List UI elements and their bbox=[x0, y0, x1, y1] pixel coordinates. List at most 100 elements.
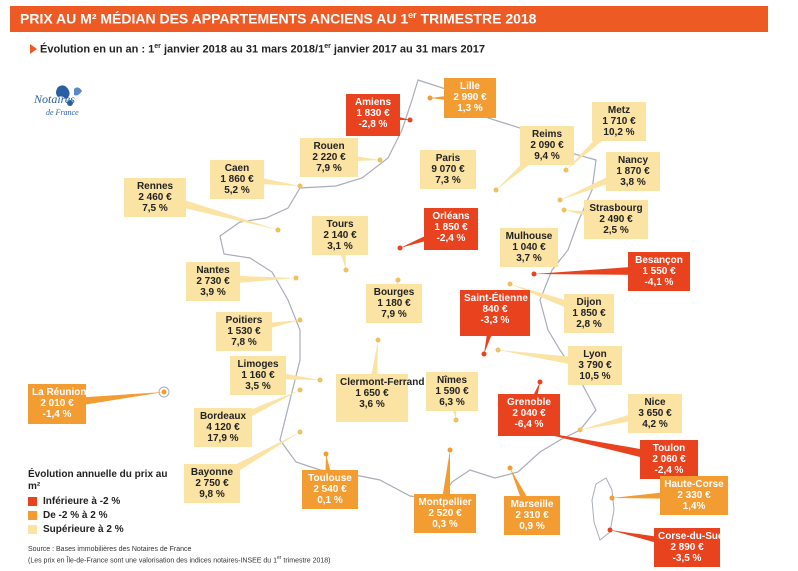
city-dot bbox=[397, 245, 403, 251]
city-price: 1 710 € bbox=[602, 116, 636, 127]
city-label: Mulhouse 1 040 €3,7 % bbox=[500, 228, 558, 267]
city-price: 1 650 € bbox=[355, 388, 389, 399]
legend-item-mid: De -2 % à 2 % bbox=[28, 510, 228, 521]
city-dot bbox=[607, 527, 613, 533]
city-dot bbox=[531, 271, 537, 277]
city-change: 7,9 % bbox=[381, 309, 407, 320]
city-price: 1 180 € bbox=[377, 298, 411, 309]
legend-label: De -2 % à 2 % bbox=[43, 510, 108, 521]
city-change: 10,2 % bbox=[603, 127, 635, 138]
city-price: 3 790 € bbox=[578, 360, 612, 371]
city-label: Dijon 1 850 €2,8 % bbox=[564, 294, 614, 333]
title-bar bbox=[10, 6, 768, 32]
city-label: Rouen 2 220 €7,9 % bbox=[300, 138, 358, 177]
legend-label: Inférieure à -2 % bbox=[43, 496, 121, 507]
city-city: Orléans bbox=[432, 211, 470, 222]
city-city: Bayonne bbox=[190, 467, 234, 478]
city-price: 1 040 € bbox=[512, 242, 546, 253]
city-city: Haute-Corse bbox=[664, 479, 724, 490]
city-label: Reims 2 090 €9,4 % bbox=[520, 126, 574, 165]
city-label: Bordeaux 4 120 €17,9 % bbox=[194, 408, 252, 447]
city-dot bbox=[507, 281, 513, 287]
city-change: 3,1 % bbox=[327, 241, 353, 252]
city-dot bbox=[395, 277, 401, 283]
city-dot bbox=[427, 95, 433, 101]
city-price: 2 460 € bbox=[138, 192, 172, 203]
city-dot bbox=[377, 157, 383, 163]
city-label: Limoges 1 160 €3,5 % bbox=[230, 356, 286, 395]
city-dot bbox=[609, 495, 615, 501]
city-city: Nantes bbox=[196, 265, 230, 276]
leader-besan-on bbox=[534, 265, 660, 275]
city-dot bbox=[297, 429, 303, 435]
city-label: Lille 2 990 €1,3 % bbox=[444, 78, 496, 118]
city-change: 3,6 % bbox=[359, 399, 385, 410]
city-dot bbox=[297, 183, 303, 189]
city-city: Toulouse bbox=[308, 473, 352, 484]
city-change: 7,9 % bbox=[316, 163, 342, 174]
city-change: 7,5 % bbox=[142, 203, 168, 214]
city-city: Dijon bbox=[576, 297, 602, 308]
city-dot bbox=[453, 417, 459, 423]
city-change: -3,3 % bbox=[480, 315, 510, 326]
city-label: Nantes 2 730 €3,9 % bbox=[186, 262, 240, 301]
city-change: 3,5 % bbox=[245, 381, 271, 392]
city-change: 5,2 % bbox=[224, 185, 250, 196]
city-price: 2 060 € bbox=[652, 454, 686, 465]
city-price: 1 870 € bbox=[616, 166, 650, 177]
city-price: 1 590 € bbox=[435, 386, 469, 397]
city-label: Saint-Étienne 840 € -3,3 % bbox=[460, 290, 530, 336]
city-label: Toulouse 2 540 €0,1 % bbox=[302, 470, 358, 509]
city-dot bbox=[557, 197, 563, 203]
city-change: 3,7 % bbox=[516, 253, 542, 264]
city-dot bbox=[275, 227, 281, 233]
city-label: Toulon 2 060 € -2,4 % bbox=[640, 440, 698, 479]
city-dot bbox=[563, 167, 569, 173]
city-change: 4,2 % bbox=[642, 419, 668, 430]
city-city: Toulon bbox=[652, 443, 686, 454]
city-dot bbox=[493, 187, 499, 193]
city-price: 2 040 € bbox=[512, 408, 546, 419]
city-city: Reims bbox=[531, 129, 562, 140]
city-change: 3,8 % bbox=[620, 177, 646, 188]
city-price: 2 310 € bbox=[515, 510, 549, 521]
city-label: Paris 9 070 €7,3 % bbox=[420, 150, 476, 189]
city-price: 2 090 € bbox=[530, 140, 564, 151]
city-city: Rennes bbox=[136, 181, 174, 192]
city-dot bbox=[561, 207, 567, 213]
city-city: Bordeaux bbox=[199, 411, 247, 422]
city-dot bbox=[495, 347, 501, 353]
city-dot bbox=[297, 317, 303, 323]
city-price: 1 850 € bbox=[572, 308, 606, 319]
city-label: Orléans 1 850 € -2,4 % bbox=[424, 208, 478, 250]
city-change: 17,9 % bbox=[207, 433, 239, 444]
city-label: Corse-du-Sud 2 890 € -3,5 % bbox=[654, 528, 724, 567]
city-change: 6,3 % bbox=[439, 397, 465, 408]
city-price: 1 860 € bbox=[220, 174, 254, 185]
city-label: Nancy 1 870 €3,8 % bbox=[606, 152, 660, 191]
city-price: 2 540 € bbox=[313, 484, 347, 495]
city-city: Nîmes bbox=[436, 375, 467, 386]
city-price: 9 070 € bbox=[431, 164, 465, 175]
city-label: Haute-Corse 2 330 €1,4% bbox=[660, 476, 728, 515]
city-price: 3 650 € bbox=[638, 408, 672, 419]
city-city: Paris bbox=[435, 153, 461, 164]
city-dot bbox=[537, 379, 543, 385]
legend-label: Supérieure à 2 % bbox=[43, 524, 124, 535]
city-city: Bourges bbox=[373, 287, 415, 298]
city-city: Metz bbox=[607, 105, 631, 116]
city-label: Metz 1 710 €10,2 % bbox=[592, 102, 646, 141]
city-label: Clermont-Ferrand 1 650 €3,6 % bbox=[336, 374, 424, 422]
city-dot bbox=[375, 337, 381, 343]
city-dot bbox=[323, 451, 329, 457]
city-price: 2 890 € bbox=[670, 542, 704, 553]
city-change: -2,4 % bbox=[436, 233, 466, 244]
legend-swatch bbox=[28, 511, 37, 520]
city-dot bbox=[297, 387, 303, 393]
legend-item-low: Inférieure à -2 % bbox=[28, 496, 228, 507]
city-label: Grenoble 2 040 € -6,4 % bbox=[498, 394, 560, 436]
notaires-logo-icon bbox=[56, 85, 82, 106]
city-change: 7,3 % bbox=[435, 175, 461, 186]
city-price: 1 850 € bbox=[434, 222, 468, 233]
